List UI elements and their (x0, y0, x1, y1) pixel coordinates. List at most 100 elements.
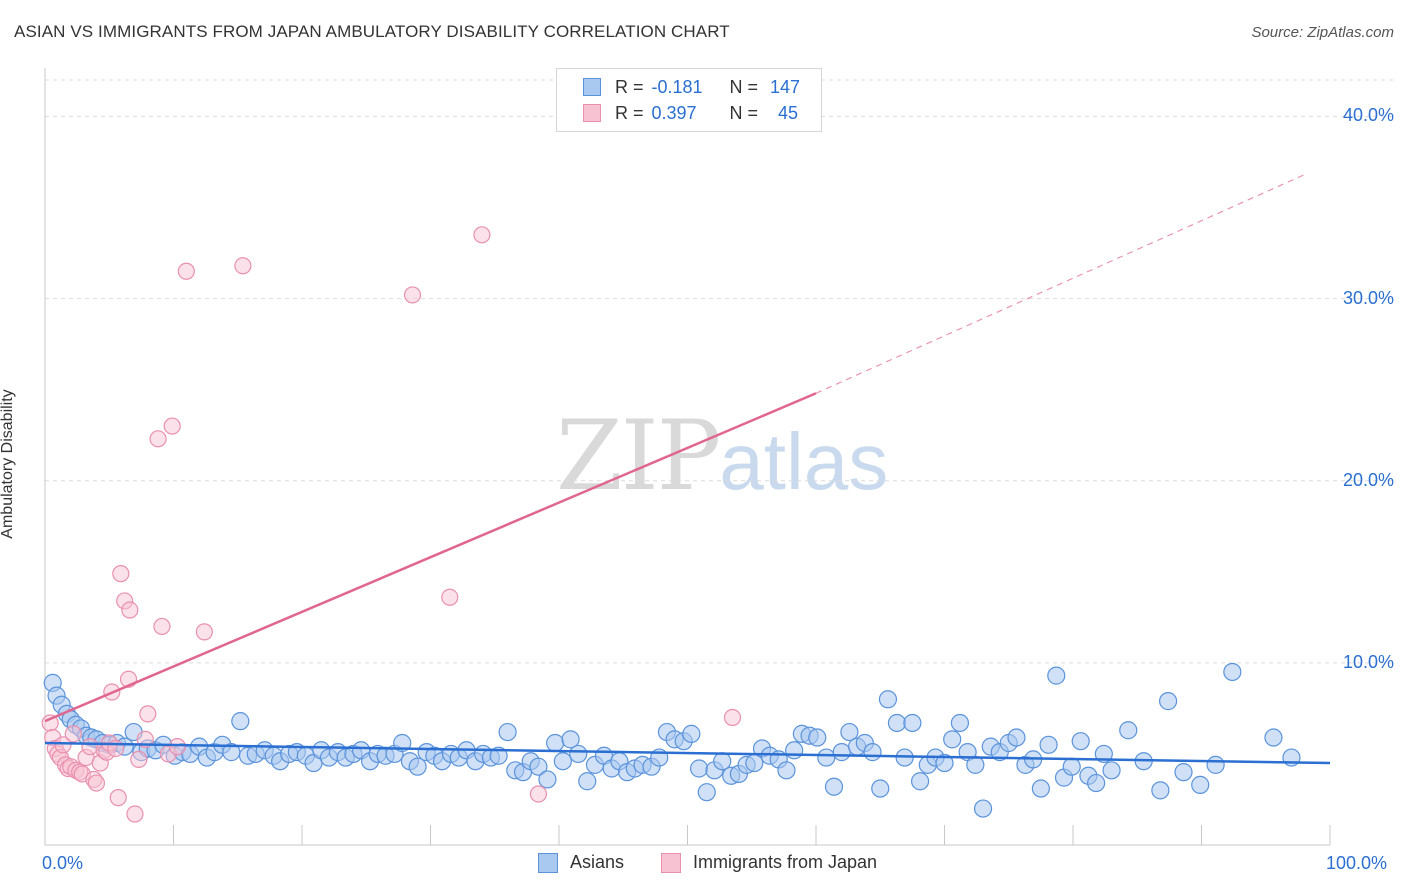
legend-row-japan: R = 0.397 N = 45 (583, 101, 798, 125)
asian-point (1264, 728, 1283, 747)
japan-point (126, 805, 144, 823)
japan-point (529, 785, 548, 803)
japan-point (139, 705, 157, 723)
asian-point (1151, 781, 1170, 800)
japan-point (153, 617, 171, 636)
asian-point (1031, 779, 1050, 798)
asian-point (393, 733, 412, 753)
asian-point (910, 772, 930, 791)
asian-point (1102, 761, 1121, 780)
asian-point (231, 712, 250, 731)
asian-point (713, 752, 732, 771)
legend-r-value: 0.397 (651, 102, 697, 123)
asian-trend-line (44, 741, 1331, 765)
correlation-legend: R = -0.181 N = 147 R = 0.397 N = 45 (556, 68, 822, 132)
japan-point (723, 708, 742, 727)
grid-lines (45, 79, 1395, 664)
asian-point (973, 799, 993, 818)
asian-point (832, 743, 851, 762)
asian-point (1071, 732, 1090, 751)
japan-point (64, 725, 82, 743)
y-tick-label: 30.0% (1342, 287, 1394, 308)
asian-point (1119, 721, 1138, 740)
japan-point (177, 262, 195, 280)
asian-point (840, 722, 859, 742)
asian-point (561, 730, 580, 749)
japan-point (149, 430, 167, 448)
asian-point (1087, 773, 1106, 793)
asian-point (1094, 744, 1113, 764)
legend-n-value: 45 (778, 102, 799, 123)
asian-point (553, 752, 572, 771)
japan-point (81, 738, 99, 756)
x-tick-label-max: 100.0% (1326, 853, 1388, 873)
asian-point (489, 746, 508, 765)
x-tick-label-min: 0.0% (42, 853, 84, 873)
y-tick-label: 20.0% (1342, 469, 1394, 490)
japan-point (473, 226, 491, 244)
japan-point (403, 286, 422, 304)
y-tick-label: 10.0% (1342, 651, 1394, 672)
asian-point (935, 753, 954, 773)
japan-point (54, 736, 72, 754)
asian-point (529, 757, 548, 776)
japan-point (168, 738, 186, 756)
legend-r-value: -0.181 (651, 76, 703, 97)
asian-point (689, 759, 709, 778)
bottom-legend-asians: Asians (538, 852, 624, 873)
legend-swatch-japan (583, 104, 601, 122)
asian-point (1174, 763, 1193, 782)
asian-point (1191, 775, 1210, 794)
asian-point (408, 757, 427, 776)
legend-r-key: R = (615, 76, 644, 97)
asian-point (682, 724, 701, 743)
bottom-legend-swatch-asians (538, 852, 558, 873)
japan-point (87, 774, 106, 792)
asian-point (538, 770, 557, 789)
bottom-legend-label-japan: Immigrants from Japan (693, 852, 878, 872)
asian-point (871, 779, 890, 798)
asian-point (569, 744, 588, 764)
japan-points (41, 226, 742, 823)
asian-point (777, 761, 796, 780)
asian-points (43, 662, 1301, 818)
asian-point (887, 713, 907, 733)
asian-point (546, 733, 565, 753)
asian-point (817, 748, 836, 767)
asian-point (943, 730, 962, 749)
axes (44, 68, 1331, 846)
asian-point (808, 728, 827, 747)
japan-point (121, 601, 139, 619)
bottom-legend-japan: Immigrants from Japan (661, 852, 877, 873)
legend-row-asians: R = -0.181 N = 147 (583, 75, 800, 99)
legend-n-value: 147 (770, 76, 801, 97)
chart-title: ASIAN VS IMMIGRANTS FROM JAPAN AMBULATOR… (14, 22, 730, 41)
chart-source: Source: ZipAtlas.com (1251, 24, 1394, 41)
japan-trend-line (44, 392, 817, 723)
japan-point (109, 789, 127, 807)
asian-point (498, 722, 517, 742)
asian-point (878, 690, 898, 709)
bottom-legend-swatch-japan (661, 852, 681, 873)
asian-point (824, 777, 844, 796)
japan-point (195, 623, 213, 641)
asian-point (1158, 692, 1178, 711)
japan-trend-extension (815, 174, 1305, 394)
asian-point (903, 713, 922, 733)
y-tick-label: 40.0% (1342, 105, 1394, 126)
asian-point (950, 713, 970, 733)
asian-point (697, 783, 716, 802)
japan-point (234, 257, 252, 275)
watermark-atlas: atlas (719, 417, 889, 506)
asian-point (1223, 662, 1242, 682)
legend-swatch-asians (583, 78, 601, 96)
asian-point (966, 755, 985, 774)
asian-point (578, 772, 597, 791)
asian-point (1062, 757, 1081, 776)
asian-point (1007, 728, 1026, 747)
asian-point (1047, 666, 1066, 685)
bottom-legend-label-asians: Asians (570, 852, 625, 872)
y-axis-label: Ambulatory Disability (0, 389, 16, 539)
japan-point (441, 588, 459, 606)
